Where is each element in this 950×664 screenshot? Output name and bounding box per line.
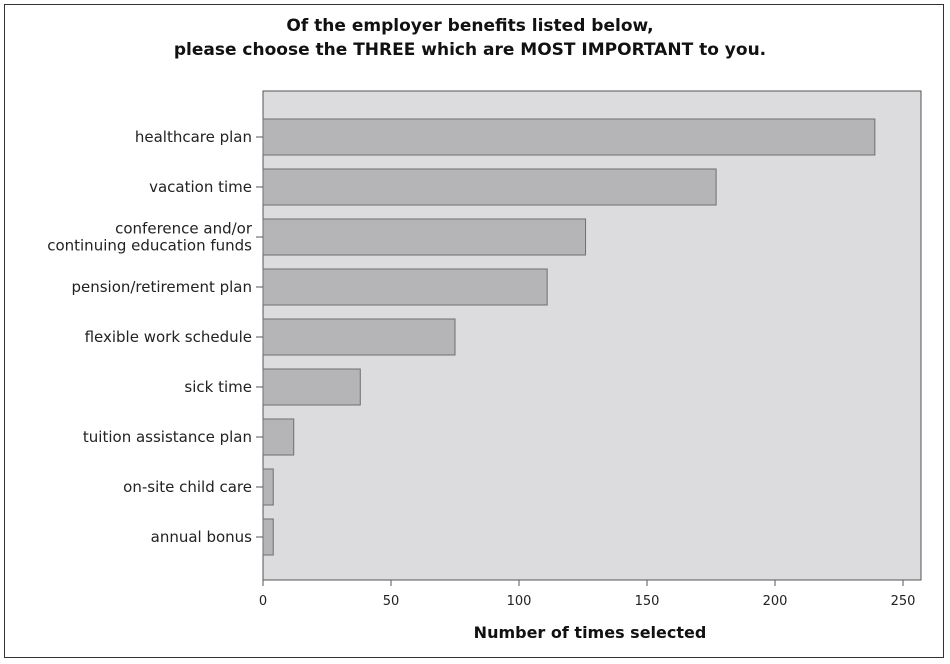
category-label-5: sick time [184, 378, 252, 396]
bar-3 [262, 268, 548, 306]
x-axis-title: Number of times selected [474, 623, 707, 642]
category-label-1: vacation time [149, 178, 252, 196]
bars-group [262, 118, 876, 556]
chart-title-line-2: please choose the THREE which are MOST I… [173, 40, 767, 60]
category-label-2-line-1: continuing education funds [47, 237, 252, 255]
chart-title: Of the employer benefits listed below, p… [0, 14, 940, 62]
category-label-3: pension/retirement plan [71, 278, 252, 296]
bar-8 [262, 518, 274, 556]
bar-4 [262, 318, 456, 356]
category-label-6-line-0: tuition assistance plan [83, 428, 252, 446]
category-label-7: on-site child care [123, 478, 252, 496]
x-tick-label-0: 0 [259, 594, 267, 609]
x-tick-label-2: 100 [507, 594, 532, 609]
x-tick-label-1: 50 [383, 594, 400, 609]
x-ticks-group: 0 50 100 150 200 250 [259, 580, 916, 609]
category-label-6: tuition assistance plan [83, 428, 252, 446]
category-label-1-line-0: vacation time [149, 178, 252, 196]
category-label-4: flexible work schedule [85, 328, 252, 346]
bar-1 [262, 168, 717, 206]
category-label-8: annual bonus [151, 528, 253, 546]
category-label-3-line-0: pension/retirement plan [71, 278, 252, 296]
bar-0 [262, 118, 876, 156]
category-label-0: healthcare plan [135, 128, 252, 146]
category-label-4-line-0: flexible work schedule [85, 328, 252, 346]
category-ticks-group: healthcare plan vacation time conference a… [47, 128, 263, 546]
bar-7 [262, 468, 274, 506]
bar-6 [262, 418, 295, 456]
category-label-7-line-0: on-site child care [123, 478, 252, 496]
category-label-5-line-0: sick time [184, 378, 252, 396]
bar-5 [262, 368, 361, 406]
chart-title-line-1: Of the employer benefits listed below, [286, 16, 654, 36]
x-tick-label-4: 200 [763, 594, 788, 609]
x-tick-label-3: 150 [635, 594, 660, 609]
category-label-2-line-0: conference and/or [115, 220, 253, 238]
category-label-8-line-0: annual bonus [151, 528, 253, 546]
x-tick-label-5: 250 [891, 594, 916, 609]
category-label-2: conference and/or continuing education fu… [47, 220, 253, 255]
bar-2 [262, 218, 587, 256]
category-label-0-line-0: healthcare plan [135, 128, 252, 146]
